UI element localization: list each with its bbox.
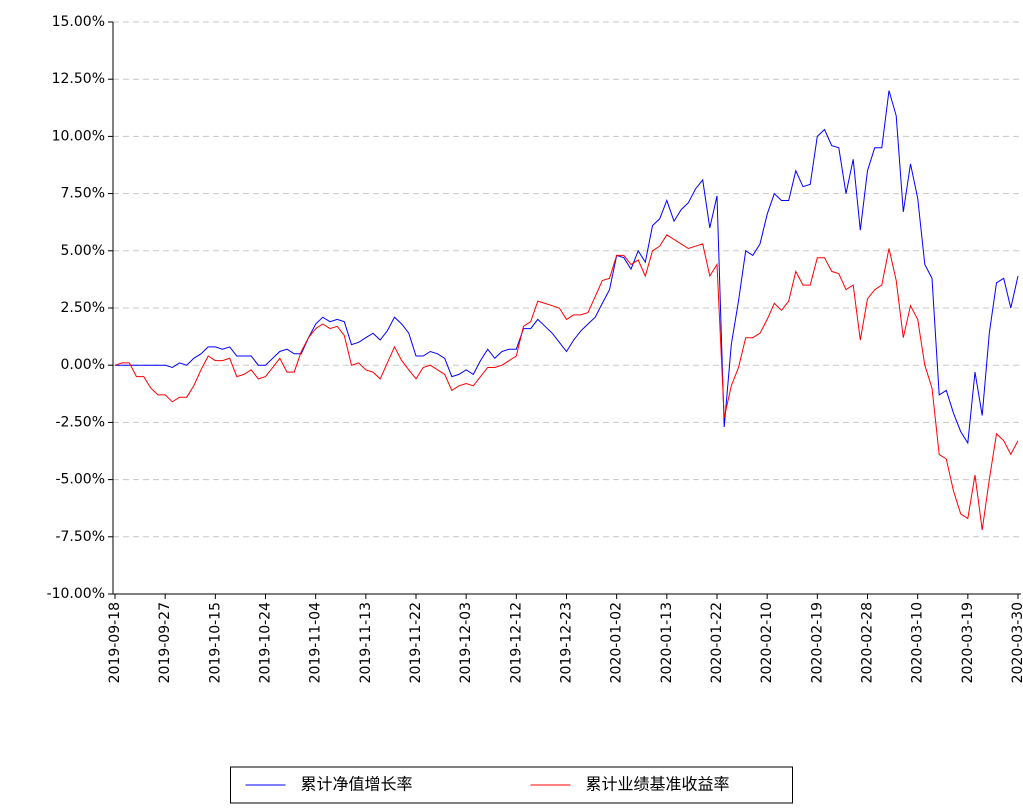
x-tick-label: 2019-12-23 — [559, 602, 575, 683]
y-tick-label: 10.00% — [52, 128, 105, 144]
y-tick-label: 0.00% — [61, 357, 105, 373]
x-tick-label: 2020-02-28 — [860, 602, 876, 683]
y-tick-label: 12.50% — [52, 71, 105, 87]
series-line — [114, 234, 1019, 530]
y-tick-label: 15.00% — [52, 14, 105, 30]
x-tick-label: 2019-09-27 — [157, 602, 173, 683]
x-tick-label: 2019-12-12 — [508, 602, 524, 683]
x-tick-label: 2020-01-13 — [659, 602, 675, 683]
y-tick-label: -5.00% — [55, 472, 105, 488]
y-tick-label: -2.50% — [55, 414, 105, 430]
x-tick-label: 2019-11-13 — [358, 602, 374, 683]
x-tick-label: 2019-10-15 — [207, 602, 223, 683]
x-tick-label: 2020-02-19 — [809, 602, 825, 683]
y-tick-label: -10.00% — [47, 586, 105, 602]
x-tick-label: 2019-10-24 — [258, 602, 274, 683]
y-tick-label: 2.50% — [61, 300, 105, 316]
x-tick-label: 2019-11-04 — [308, 602, 324, 683]
legend-label: 累计业绩基准收益率 — [586, 775, 730, 794]
legend-label: 累计净值增长率 — [301, 775, 413, 794]
x-tick-label: 2020-03-30 — [1010, 602, 1023, 683]
y-tick-label: -7.50% — [55, 529, 105, 545]
x-tick-label: 2020-01-02 — [609, 602, 625, 683]
x-tick-label: 2019-09-18 — [107, 602, 123, 683]
x-tick-label: 2019-11-22 — [408, 602, 424, 683]
legend-box — [230, 766, 793, 804]
x-tick-label: 2020-02-10 — [759, 602, 775, 683]
y-tick-label: 5.00% — [61, 243, 105, 259]
x-tick-label: 2020-01-22 — [709, 602, 725, 683]
legend: 累计净值增长率 累计业绩基准收益率 — [230, 766, 793, 804]
x-tick-label: 2019-12-03 — [458, 602, 474, 683]
x-tick-label: 2020-03-10 — [910, 602, 926, 683]
series-line — [115, 90, 1019, 445]
y-tick-label: 7.50% — [61, 186, 105, 202]
x-tick-label: 2020-03-19 — [960, 602, 976, 683]
